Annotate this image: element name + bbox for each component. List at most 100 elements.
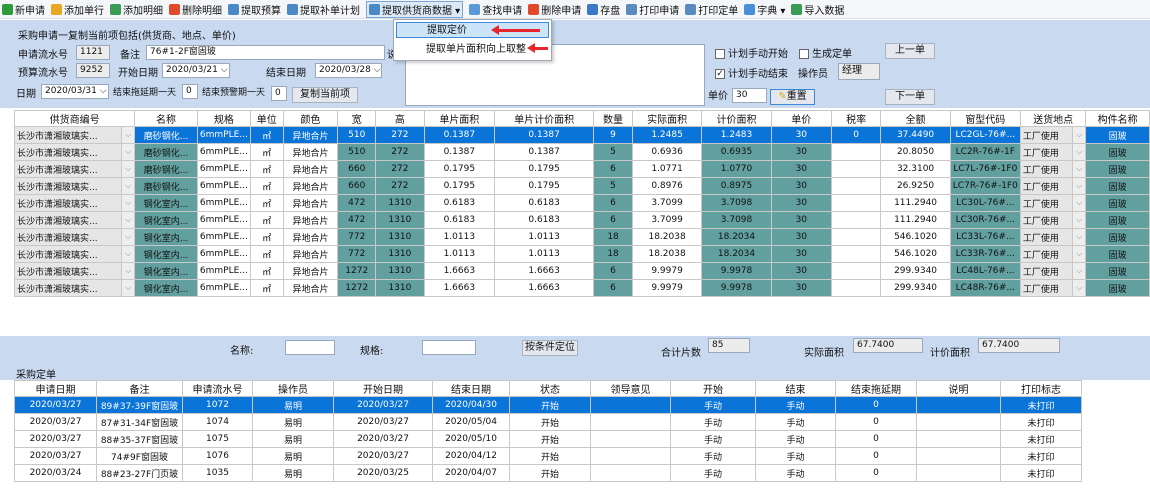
cell[interactable]: 开始	[509, 430, 591, 448]
cell[interactable]: 手动	[670, 464, 756, 482]
plan-start-checkbox[interactable]: 计划手动开始	[715, 45, 788, 60]
cell[interactable]	[830, 194, 882, 212]
cell[interactable]: 1272	[337, 262, 377, 280]
cell[interactable]: 固玻	[1085, 211, 1150, 229]
cell[interactable]	[830, 177, 882, 195]
toolbar-button-5[interactable]: 提取补单计划	[287, 2, 360, 17]
column-header[interactable]: 高	[375, 110, 425, 127]
cell[interactable]: 未打印	[1000, 396, 1082, 414]
cell[interactable]: 272	[375, 160, 425, 178]
gen-order-checkbox[interactable]: 生成定单	[799, 45, 852, 60]
cell[interactable]	[590, 396, 671, 414]
actual-area-field[interactable]: 67.7400	[853, 338, 923, 353]
cell[interactable]	[590, 430, 671, 448]
cell[interactable]: 6	[593, 279, 633, 297]
cell[interactable]: ㎡	[249, 211, 284, 229]
cell[interactable]: 18	[593, 245, 633, 263]
column-header[interactable]: 结束拖延期	[835, 380, 917, 397]
column-header[interactable]: 结束	[755, 380, 836, 397]
cell[interactable]: 30	[770, 126, 832, 144]
cell[interactable]: 0.6183	[494, 211, 595, 229]
cell[interactable]: LC2R-76#-1F	[949, 143, 1021, 161]
cell[interactable]: 长沙市潇湘玻璃实... ⌵	[13, 262, 136, 280]
cell[interactable]: 18	[593, 228, 633, 246]
cell[interactable]: 111.2940	[880, 211, 951, 229]
cell[interactable]: 长沙市潇湘玻璃实... ⌵	[13, 228, 136, 246]
cell[interactable]: 1074	[182, 413, 253, 431]
cell[interactable]: 钢化室内...	[134, 279, 198, 297]
chevron-down-icon[interactable]: ⌵	[1072, 280, 1085, 296]
cell[interactable]: 长沙市潇湘玻璃实... ⌵	[13, 211, 136, 229]
cell[interactable]: 0	[830, 126, 882, 144]
cell[interactable]: 18.2034	[701, 228, 772, 246]
spec-filter-input[interactable]	[422, 340, 476, 355]
cell[interactable]: 未打印	[1000, 413, 1082, 431]
cell[interactable]: 异地合片	[282, 262, 339, 280]
cell[interactable]: 2020/03/24	[14, 464, 97, 482]
chevron-down-icon[interactable]: ⌵	[1072, 246, 1085, 262]
cell[interactable]: 0.6183	[494, 194, 595, 212]
cell[interactable]: 74#9F窗固玻	[96, 447, 183, 465]
cell[interactable]: ㎡	[249, 245, 284, 263]
cell[interactable]: 0.6183	[423, 211, 496, 229]
cell[interactable]: 手动	[755, 413, 836, 431]
cell[interactable]: 9.9979	[631, 262, 703, 280]
cell[interactable]: 1.6663	[494, 279, 595, 297]
cell[interactable]: 1.6663	[423, 279, 496, 297]
cell[interactable]: 0.1795	[494, 177, 595, 195]
warn-field[interactable]: 0	[271, 86, 287, 101]
cell[interactable]: 手动	[670, 396, 756, 414]
cell[interactable]: 272	[375, 126, 425, 144]
chevron-down-icon[interactable]: ⌵	[121, 195, 134, 211]
column-header[interactable]: 实际面积	[631, 110, 703, 127]
cell[interactable]: 3.7098	[701, 194, 772, 212]
chevron-down-icon[interactable]: ⌵	[1072, 178, 1085, 194]
cell[interactable]: 钢化室内...	[134, 228, 198, 246]
cell[interactable]: 0.1387	[423, 126, 496, 144]
cell[interactable]: 2020/05/10	[432, 430, 510, 448]
cell[interactable]: 长沙市潇湘玻璃实... ⌵	[13, 143, 136, 161]
cell[interactable]	[830, 160, 882, 178]
cell[interactable]: 1310	[375, 245, 425, 263]
cell[interactable]: 1.0113	[423, 228, 496, 246]
cell[interactable]: 472	[337, 211, 377, 229]
cell[interactable]: 钢化室内...	[134, 194, 198, 212]
cell[interactable]: 工厂使用 ⌵	[1019, 194, 1087, 212]
cell[interactable]	[590, 464, 671, 482]
toolbar-button-10[interactable]: 打印申请	[626, 2, 679, 17]
cell[interactable]: 37.4490	[880, 126, 951, 144]
cell[interactable]: LC30R-76#...	[949, 211, 1021, 229]
cell[interactable]: 1075	[182, 430, 253, 448]
cell[interactable]: 手动	[670, 447, 756, 465]
cell[interactable]: 20.8050	[880, 143, 951, 161]
apply-no-field[interactable]: 1121	[76, 45, 110, 60]
column-header[interactable]: 窗型代码	[949, 110, 1021, 127]
cell[interactable]: 工厂使用 ⌵	[1019, 177, 1087, 195]
cell[interactable]	[830, 279, 882, 297]
cell[interactable]: 2020/03/27	[333, 447, 433, 465]
cell[interactable]: 1310	[375, 194, 425, 212]
cell[interactable]: 磨砂钢化...	[134, 126, 198, 144]
priced-area-field[interactable]: 67.7400	[978, 338, 1060, 353]
cell[interactable]: 772	[337, 228, 377, 246]
column-header[interactable]: 结束日期	[432, 380, 510, 397]
cell[interactable]: 手动	[670, 413, 756, 431]
cell[interactable]: 工厂使用 ⌵	[1019, 245, 1087, 263]
cell[interactable]: 手动	[670, 430, 756, 448]
remark-field[interactable]: 76#1-2F窗固玻	[146, 45, 385, 60]
cell[interactable]: 6mmPLE...	[196, 262, 251, 280]
cell[interactable]: 9.9978	[701, 262, 772, 280]
cell[interactable]: 6mmPLE...	[196, 279, 251, 297]
cell[interactable]: 未打印	[1000, 430, 1082, 448]
cell[interactable]: 磨砂钢化...	[134, 143, 198, 161]
cell[interactable]: 18.2038	[631, 245, 703, 263]
cell[interactable]: 299.9340	[880, 279, 951, 297]
cell[interactable]: 1310	[375, 228, 425, 246]
toolbar-button-4[interactable]: 提取预算	[228, 2, 281, 17]
cell[interactable]: 固玻	[1085, 194, 1150, 212]
toolbar-button-11[interactable]: 打印定单	[685, 2, 738, 17]
cell[interactable]: 2020/04/12	[432, 447, 510, 465]
cell[interactable]: 磨砂钢化...	[134, 177, 198, 195]
